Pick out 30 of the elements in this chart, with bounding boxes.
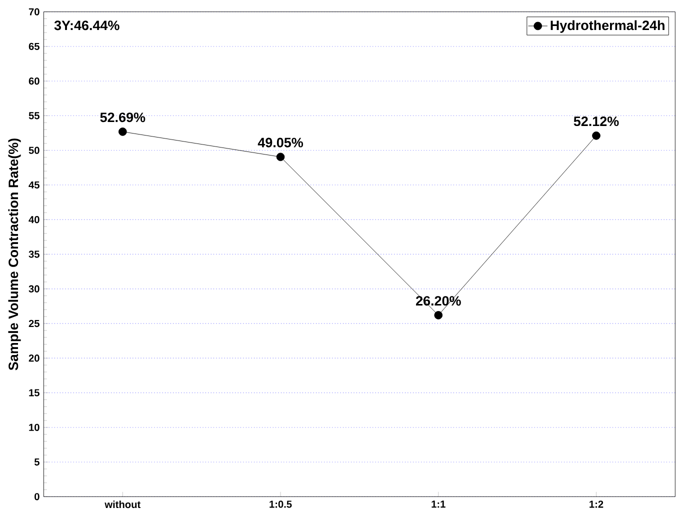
- y-tick-label: 15: [29, 389, 40, 396]
- y-tick-label: 70: [28, 8, 40, 16]
- data-label: 26.20%: [416, 296, 461, 306]
- data-label: 49.05%: [258, 138, 304, 148]
- point: [276, 152, 285, 161]
- legend-label: Hydrothermal-24h: [550, 20, 664, 33]
- point: [592, 131, 600, 140]
- data-label: 52.12%: [574, 116, 619, 126]
- x-tick-label: 1:2: [590, 500, 604, 508]
- y-tick-label: 5: [34, 458, 40, 466]
- y-tick-label: 10: [29, 424, 40, 431]
- point: [434, 310, 443, 320]
- y-tick-label: 40: [28, 216, 40, 224]
- y-tick-label: 25: [28, 320, 40, 327]
- y-tick-label: 20: [28, 354, 40, 362]
- y-tick-label: 30: [28, 285, 40, 292]
- y-tick-label: 35: [28, 250, 40, 258]
- annotation: 3Y:46.44%: [54, 20, 120, 30]
- y-tick-label: 65: [28, 42, 40, 50]
- y-tick-label: 50: [28, 146, 40, 154]
- point: [118, 127, 127, 136]
- x-tick-label: 1:0.5: [270, 500, 292, 508]
- y-tick-label: 45: [28, 181, 40, 188]
- x-tick-label: without: [104, 500, 141, 508]
- y-axis-title: Sample Volume Contraction Rate(%): [8, 138, 21, 370]
- data-label: 52.69%: [100, 112, 146, 122]
- x-tick-label: 1:1: [432, 500, 446, 508]
- y-tick-label: 0: [34, 492, 40, 500]
- y-tick-label: 60: [28, 77, 40, 85]
- y-tick-label: 55: [28, 112, 40, 120]
